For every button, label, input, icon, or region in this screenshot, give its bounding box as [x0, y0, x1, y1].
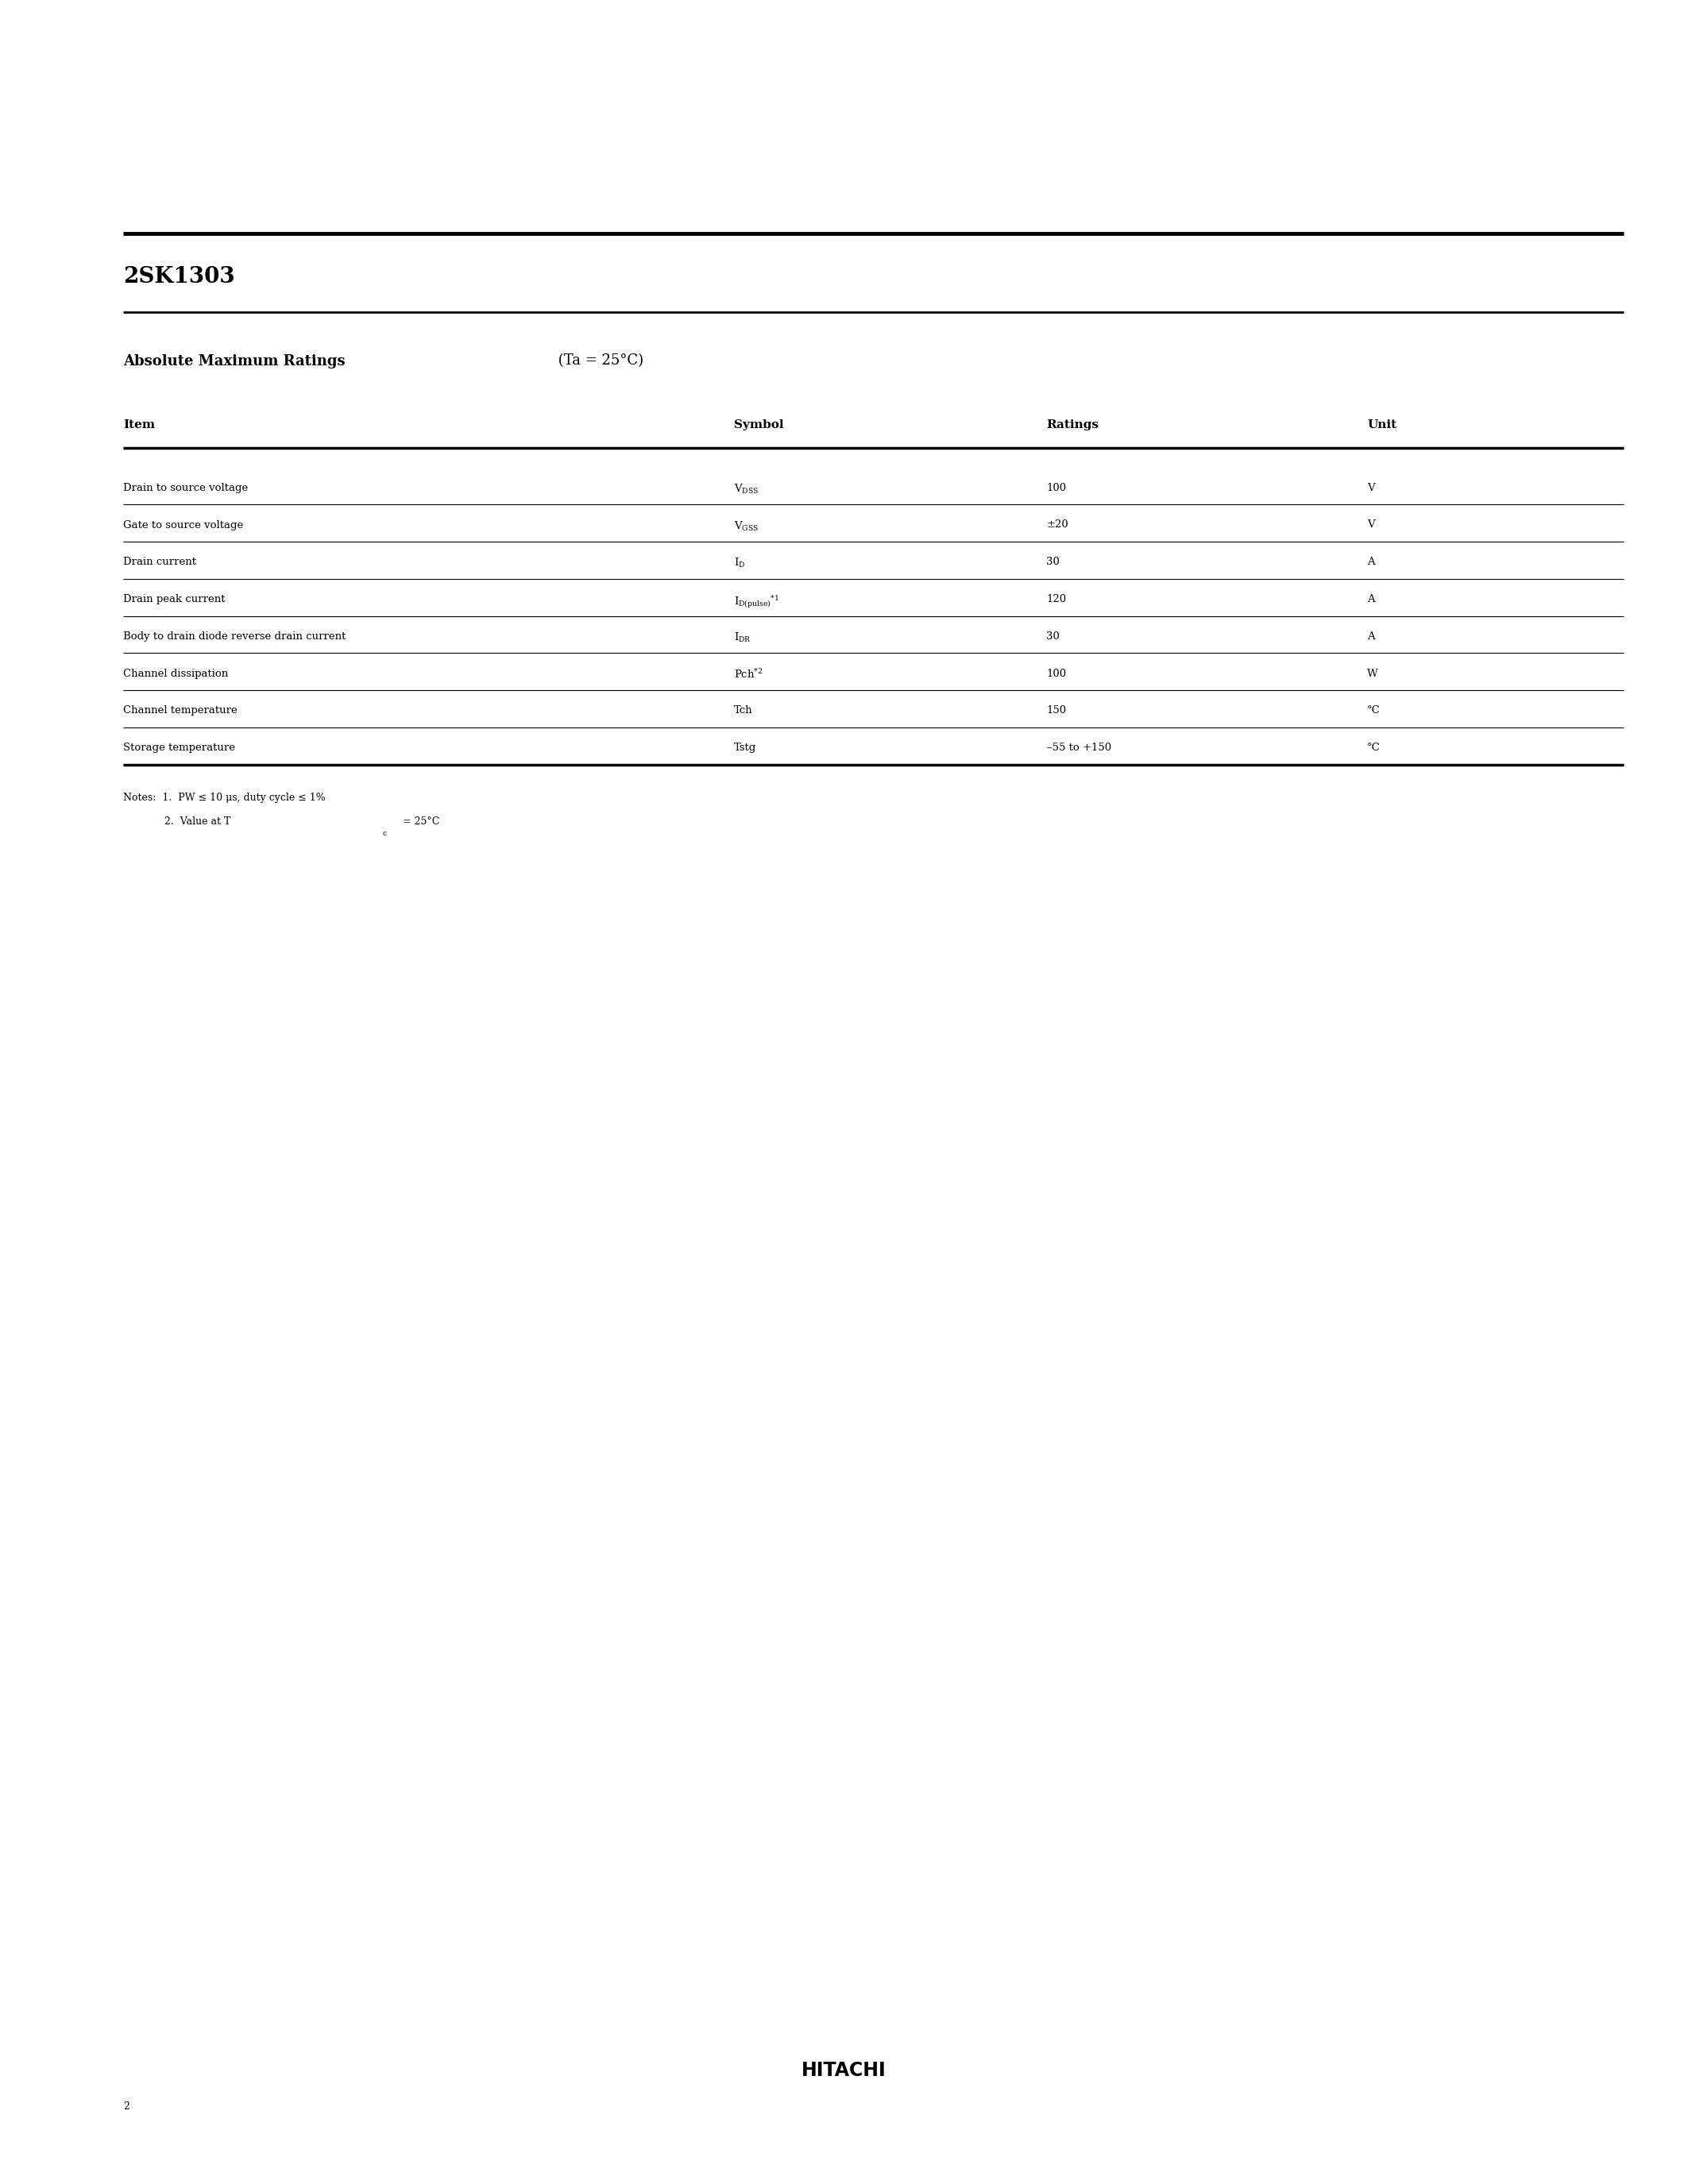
Text: V$_{\mathregular{GSS}}$: V$_{\mathregular{GSS}}$	[734, 520, 760, 533]
Text: Item: Item	[123, 419, 155, 430]
Text: Drain current: Drain current	[123, 557, 196, 568]
Text: I$_{\mathregular{D(pulse)}}$$^{\mathregular{*1}}$: I$_{\mathregular{D(pulse)}}$$^{\mathregu…	[734, 594, 780, 609]
Text: I$_{\mathregular{DR}}$: I$_{\mathregular{DR}}$	[734, 631, 751, 644]
Text: V: V	[1367, 483, 1376, 494]
Text: = 25°C: = 25°C	[400, 817, 439, 828]
Text: 100: 100	[1047, 483, 1067, 494]
Text: –55 to +150: –55 to +150	[1047, 743, 1111, 753]
Text: 30: 30	[1047, 631, 1060, 642]
Text: HITACHI: HITACHI	[802, 2062, 886, 2079]
Text: c: c	[381, 830, 387, 836]
Text: Drain peak current: Drain peak current	[123, 594, 225, 605]
Text: I$_{\mathregular{D}}$: I$_{\mathregular{D}}$	[734, 557, 746, 570]
Text: A: A	[1367, 631, 1376, 642]
Text: V: V	[1367, 520, 1376, 531]
Text: Symbol: Symbol	[734, 419, 783, 430]
Text: Channel temperature: Channel temperature	[123, 705, 238, 716]
Text: 2SK1303: 2SK1303	[123, 266, 235, 288]
Text: Tstg: Tstg	[734, 743, 756, 753]
Text: Absolute Maximum Ratings: Absolute Maximum Ratings	[123, 354, 346, 369]
Text: V$_{\mathregular{DSS}}$: V$_{\mathregular{DSS}}$	[734, 483, 760, 496]
Text: 100: 100	[1047, 668, 1067, 679]
Text: Notes:  1.  PW ≤ 10 μs, duty cycle ≤ 1%: Notes: 1. PW ≤ 10 μs, duty cycle ≤ 1%	[123, 793, 326, 804]
Text: Tch: Tch	[734, 705, 753, 716]
Text: A: A	[1367, 594, 1376, 605]
Text: °C: °C	[1367, 705, 1381, 716]
Text: °C: °C	[1367, 743, 1381, 753]
Text: Drain to source voltage: Drain to source voltage	[123, 483, 248, 494]
Text: Unit: Unit	[1367, 419, 1396, 430]
Text: Gate to source voltage: Gate to source voltage	[123, 520, 243, 531]
Text: 2.  Value at T: 2. Value at T	[123, 817, 231, 828]
Text: Storage temperature: Storage temperature	[123, 743, 235, 753]
Text: Body to drain diode reverse drain current: Body to drain diode reverse drain curren…	[123, 631, 346, 642]
Text: (Ta = 25°C): (Ta = 25°C)	[554, 354, 643, 369]
Text: Ratings: Ratings	[1047, 419, 1099, 430]
Text: 120: 120	[1047, 594, 1067, 605]
Text: Pch$^{\mathregular{*2}}$: Pch$^{\mathregular{*2}}$	[734, 668, 763, 681]
Text: ±20: ±20	[1047, 520, 1069, 531]
Text: 30: 30	[1047, 557, 1060, 568]
Text: A: A	[1367, 557, 1376, 568]
Text: W: W	[1367, 668, 1377, 679]
Text: 2: 2	[123, 2101, 130, 2112]
Text: 150: 150	[1047, 705, 1067, 716]
Text: Channel dissipation: Channel dissipation	[123, 668, 228, 679]
